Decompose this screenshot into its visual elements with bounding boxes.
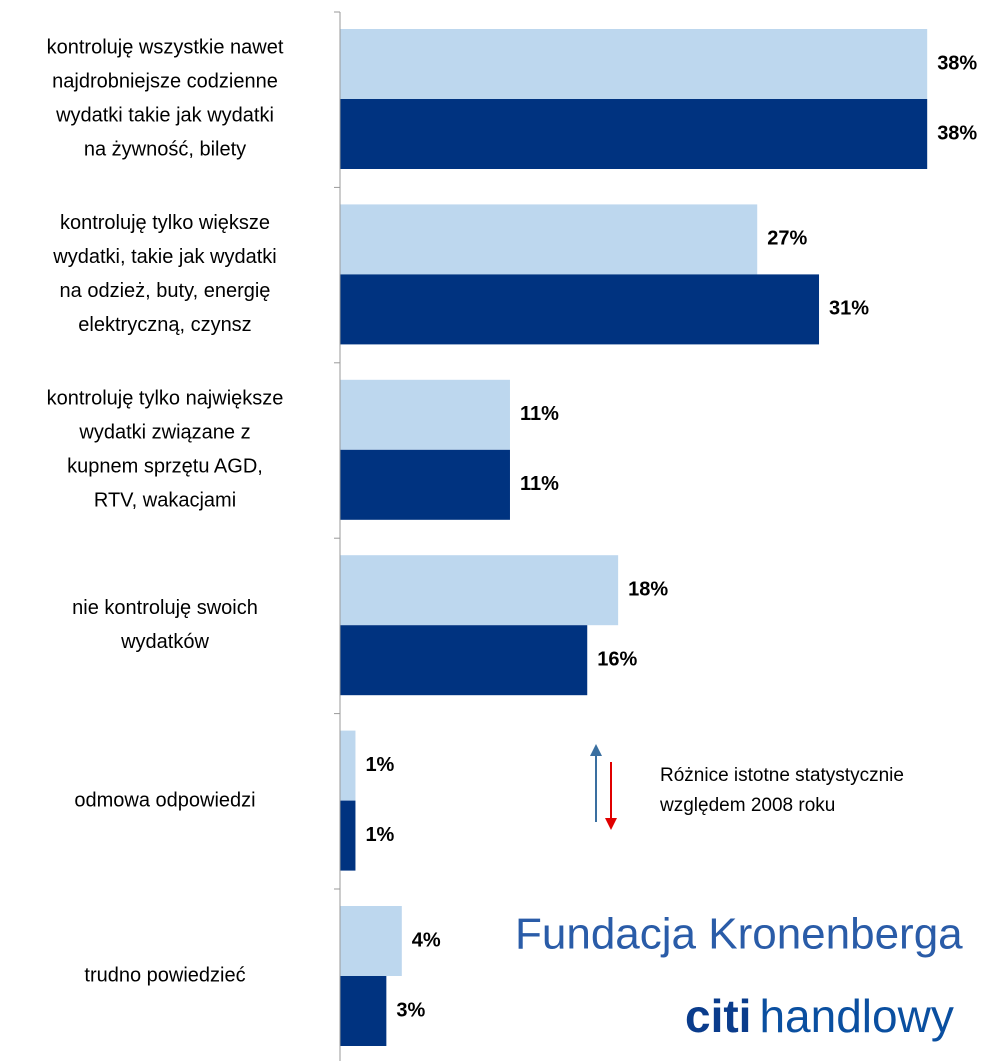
foundation-logo: Fundacja Kronenberga [515,910,963,959]
category-label: kontroluję wszystkie nawet najdrobniejsze… [47,37,284,161]
category-label: kontroluję tylko większe wydatki, takie j… [52,212,276,336]
annotation: Różnice istotne statystycznie [660,765,904,786]
category-label-line: kupnem sprzętu AGD, [67,456,263,478]
category-label-line: najdrobniejsze codzienne [52,71,278,93]
category-label-line: wydatki związane z [78,422,250,444]
value-label: 11% [520,403,559,425]
category-label-line: kontroluję wszystkie nawet [47,37,284,59]
category-label: kontroluję tylko największe wydatki związ… [47,388,284,512]
category-label-line: wydatki, takie jak wydatki [52,246,276,268]
category-label-line: na żywność, bilety [84,139,246,161]
category-label-line: elektryczną, czynsz [78,314,251,336]
bar [340,555,619,626]
bank-logo-part: handlowy [759,990,953,1042]
bar [340,730,356,801]
bar [340,906,402,976]
category-label-line: kontroluję tylko największe [47,388,284,410]
value-label: 11% [520,473,559,495]
significance-arrows [590,744,617,830]
category-label-line: trudno powiedzieć [84,965,245,987]
category-label-line: wydatki takie jak wydatki [55,105,274,127]
bar [340,449,510,520]
bank-logo: citi handlowy [685,990,954,1042]
bar [340,800,356,871]
category-label: odmowa odpowiedzi [74,790,255,812]
value-label: 18% [628,578,668,600]
bar [340,274,820,345]
value-label: 27% [767,228,807,250]
value-label: 31% [829,298,869,320]
value-label: 16% [597,648,637,670]
bar [340,379,510,450]
category-label-line: wydatków [120,631,209,653]
bar [340,976,387,1046]
category-label-line: kontroluję tylko większe [60,212,270,234]
category-label-line: na odzież, buty, energię [60,280,271,302]
category-label: trudno powiedzieć [84,965,245,987]
bar [340,99,928,169]
bar [340,625,588,696]
bar [340,29,928,99]
value-label: 38% [937,52,977,74]
value-label: 38% [937,122,977,144]
value-label: 3% [396,999,425,1021]
annotation: względem 2008 roku [659,795,835,816]
category-label-line: nie kontroluję swoich [72,597,258,619]
value-label: 1% [365,754,394,776]
category-label-line: RTV, wakacjami [94,490,236,512]
value-label: 1% [365,824,394,846]
bank-logo-part: citi [685,990,751,1042]
value-label: 4% [412,929,441,951]
category-label: nie kontroluję swoich wydatków [72,597,258,653]
category-label-line: odmowa odpowiedzi [74,790,255,812]
bar [340,204,758,275]
